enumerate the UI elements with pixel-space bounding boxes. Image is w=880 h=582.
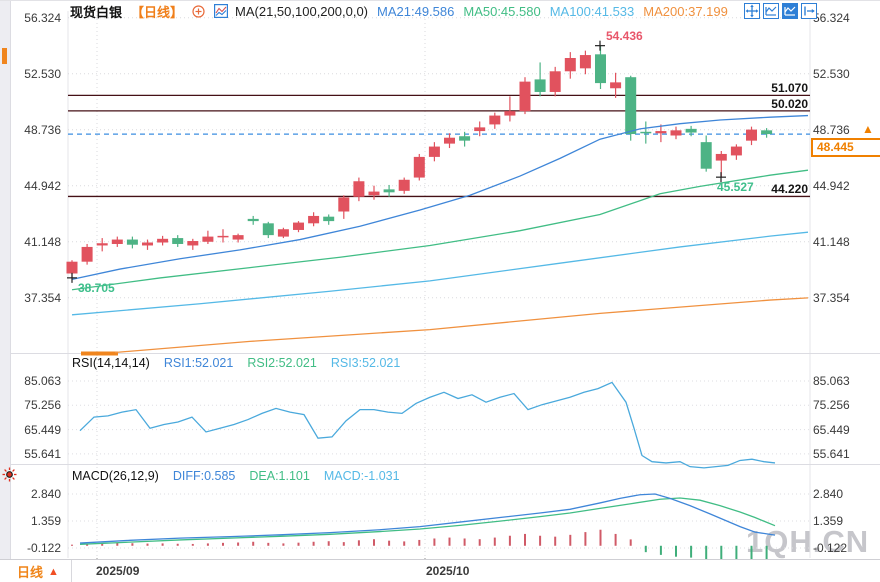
low-annotation: 38.705: [78, 280, 115, 295]
high-annotation: 54.436: [606, 28, 643, 43]
macd-axis-label: 1.359: [813, 513, 844, 528]
chart-toolbar: [744, 3, 817, 19]
price-axis-label: 37.354: [24, 290, 61, 305]
ma200-line: [114, 297, 809, 354]
period-tag[interactable]: 【日线】: [131, 4, 184, 20]
rsi-header: RSI(14,14,14) RSI1:52.021 RSI2:52.021 RS…: [72, 356, 400, 370]
ma100-value: MA100:41.533: [549, 3, 635, 19]
level-line-label: 50.020: [771, 96, 808, 111]
price-axis-label: 52.530: [813, 66, 850, 81]
level-line-label: 51.070: [771, 81, 808, 96]
price-axis-label: 44.942: [24, 178, 61, 193]
fit-vertical-icon[interactable]: [782, 3, 798, 19]
rsi-axis-label: 75.256: [24, 398, 61, 413]
price-axis-label: 37.354: [813, 290, 850, 305]
rsi-axis-label: 75.256: [813, 398, 850, 413]
rsi-axis-label: 85.063: [24, 374, 61, 388]
diff-line: [79, 493, 776, 544]
period-label: 日线: [17, 565, 44, 580]
left-toolbar-rail: [0, 1, 11, 582]
macd-axis-label: -0.122: [813, 540, 848, 555]
ma100-line: [71, 231, 809, 316]
ma21-line: [71, 114, 809, 281]
period-up-arrow-icon: ▲: [48, 565, 59, 578]
price-axis-label: 48.736: [24, 122, 61, 137]
price-axis-label: 44.942: [813, 178, 850, 193]
period-selector[interactable]: 日线 ▲: [0, 560, 72, 582]
price-axis-label: 41.148: [24, 234, 61, 249]
x-date-label: 2025/10: [426, 564, 470, 578]
mini-chart-icon: [214, 4, 229, 18]
rsi-axis-label: 65.449: [24, 422, 61, 437]
rsi-axis-label: 85.063: [813, 374, 850, 388]
symbol-name: 现货白银: [70, 4, 123, 20]
ma50-line: [71, 169, 809, 291]
dea-line: [79, 497, 776, 545]
x-date-label: 2025/09: [96, 564, 140, 578]
macd-axis-label: 2.840: [30, 487, 61, 501]
panel-splitter-handle: [81, 351, 118, 356]
rsi-axis-label: 65.449: [813, 422, 850, 437]
rsi-title[interactable]: RSI(14,14,14): [72, 356, 150, 370]
macd-header: MACD(26,12,9) DIFF:0.585 DEA:1.101 MACD:…: [72, 469, 400, 483]
macd-value: MACD:-1.031: [323, 469, 400, 483]
rail-active-indicator: [2, 48, 7, 64]
price-axis-label: 52.530: [24, 66, 61, 81]
rsi3-value: RSI3:52.021: [330, 356, 401, 370]
ma50-value: MA50:45.580: [463, 3, 541, 19]
chart-header: 现货白银 【日线】 MA(21,50,100,200,0,0) MA21:49.…: [70, 2, 728, 20]
macd-axis-label: 1.359: [30, 513, 61, 528]
price-axis-label: 48.736: [813, 122, 850, 137]
rsi1-value: RSI1:52.021: [163, 356, 234, 370]
macd-title[interactable]: MACD(26,12,9): [72, 469, 159, 483]
ma21-value: MA21:49.586: [377, 3, 455, 19]
rsi-axis-label: 55.641: [813, 446, 850, 461]
price-axis-label: 56.324: [813, 10, 850, 25]
level-line-label: 44.220: [771, 182, 808, 197]
price-axis-label: 56.324: [24, 10, 61, 25]
low-annotation: 45.527: [717, 180, 754, 195]
price-up-arrow-icon: ▲: [862, 122, 874, 136]
add-indicator-icon[interactable]: [192, 4, 205, 18]
macd-axis-label: 2.840: [813, 487, 844, 501]
ma-settings[interactable]: MA(21,50,100,200,0,0): [235, 3, 369, 19]
rsi-axis-label: 55.641: [24, 446, 61, 461]
ma200-value: MA200:37.199: [643, 3, 728, 19]
pan-tool-icon[interactable]: [744, 3, 760, 19]
sun-settings-icon[interactable]: [2, 467, 17, 482]
macd-axis-label: -0.122: [26, 540, 61, 555]
rsi2-value: RSI2:52.021: [247, 356, 317, 370]
collapse-panel-icon[interactable]: [801, 3, 817, 19]
rsi-line: [79, 381, 776, 469]
diff-value: DIFF:0.585: [172, 469, 236, 483]
price-axis-label: 41.148: [813, 234, 850, 249]
current-price-tag[interactable]: 48.445: [811, 138, 880, 157]
dea-value: DEA:1.101: [249, 469, 310, 483]
fit-horizontal-icon[interactable]: [763, 3, 779, 19]
x-axis-bar: 日线 ▲ 2025/09 2025/10: [0, 559, 880, 582]
